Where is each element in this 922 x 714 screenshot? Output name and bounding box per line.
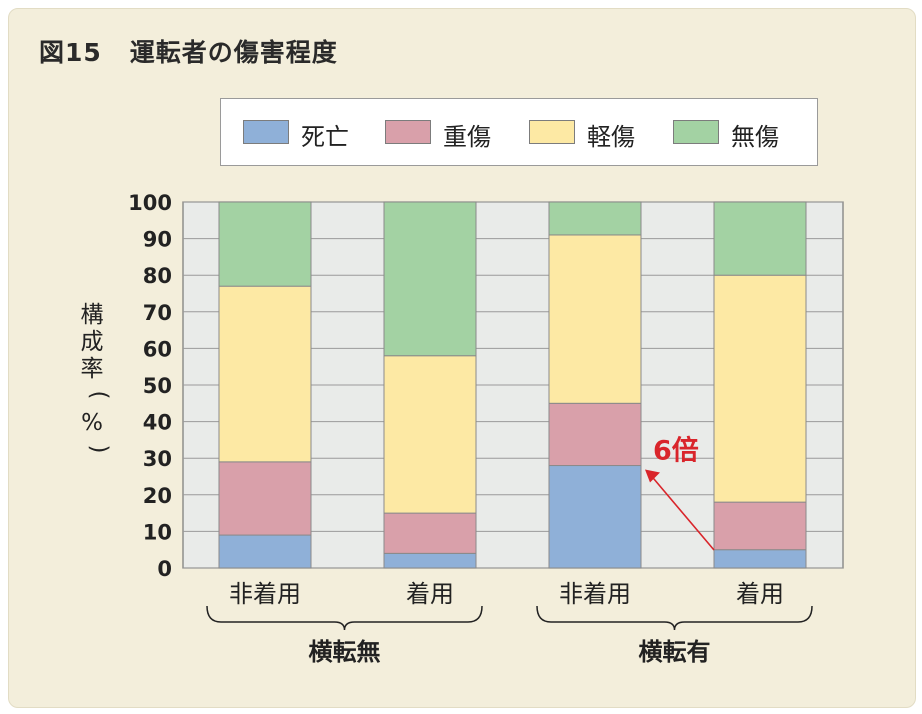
y-axis-label-char: ( — [86, 391, 112, 400]
y-tick-label: 100 — [128, 191, 172, 215]
legend-swatch-uninjured — [673, 120, 719, 144]
x-category-label: 着用 — [736, 580, 784, 608]
group-label: 横転無 — [309, 638, 381, 666]
bar-segment — [713, 201, 807, 276]
y-tick-label: 30 — [143, 447, 172, 471]
annotation-label: 6倍 — [653, 435, 699, 467]
x-category-label: 非着用 — [229, 580, 301, 608]
bar-segment — [548, 234, 642, 404]
legend-swatch-minor — [529, 120, 575, 144]
y-axis-label-char: % — [81, 410, 103, 436]
y-tick-label: 90 — [143, 228, 172, 252]
legend-swatch-death — [243, 120, 289, 144]
bar-segment — [383, 552, 477, 569]
figure-number: 図15 — [39, 38, 102, 67]
y-tick-label: 60 — [143, 337, 172, 361]
y-tick-label: 10 — [143, 520, 172, 544]
bar-segment — [383, 201, 477, 357]
y-tick-label: 40 — [143, 411, 172, 435]
bar-segment — [548, 201, 642, 236]
y-axis-label-char: 構 — [81, 302, 104, 328]
bar-segment — [218, 201, 312, 287]
y-tick-label: 70 — [143, 301, 172, 325]
group-label: 横転有 — [639, 638, 711, 666]
bar-segment — [383, 512, 477, 554]
annotation-arrow-line — [650, 475, 715, 551]
y-tick-label: 80 — [143, 264, 172, 288]
group-brace — [206, 605, 483, 631]
figure-title-text: 運転者の傷害程度 — [129, 38, 338, 67]
bar-segment — [218, 534, 312, 569]
bar-segment — [548, 402, 642, 467]
bar-segment — [713, 274, 807, 503]
bar-segment — [218, 461, 312, 536]
bar-segment — [548, 465, 642, 569]
y-tick-label: 20 — [143, 484, 172, 508]
bar-segment — [713, 549, 807, 569]
legend-label-uninjured: 無傷 — [731, 123, 779, 151]
legend-swatch-serious — [385, 120, 431, 144]
bar-segment — [383, 355, 477, 514]
y-tick-label: 0 — [157, 557, 172, 581]
bar-segment — [713, 501, 807, 551]
annotation-arrow-head — [645, 469, 660, 483]
figure-title: 図15 運転者の傷害程度 — [39, 33, 338, 69]
y-axis-label-char: 率 — [81, 356, 104, 382]
bar-segment — [218, 285, 312, 463]
y-axis-label-char: ) — [86, 445, 112, 454]
group-brace — [536, 605, 813, 631]
legend: 死亡 重傷 軽傷 無傷 — [220, 98, 818, 166]
x-category-label: 非着用 — [559, 580, 631, 608]
legend-label-minor: 軽傷 — [587, 123, 635, 151]
x-category-label: 着用 — [406, 580, 454, 608]
y-axis-label-char: 成 — [81, 329, 104, 355]
legend-label-death: 死亡 — [301, 123, 349, 151]
legend-label-serious: 重傷 — [443, 123, 491, 151]
y-tick-label: 50 — [143, 374, 172, 398]
